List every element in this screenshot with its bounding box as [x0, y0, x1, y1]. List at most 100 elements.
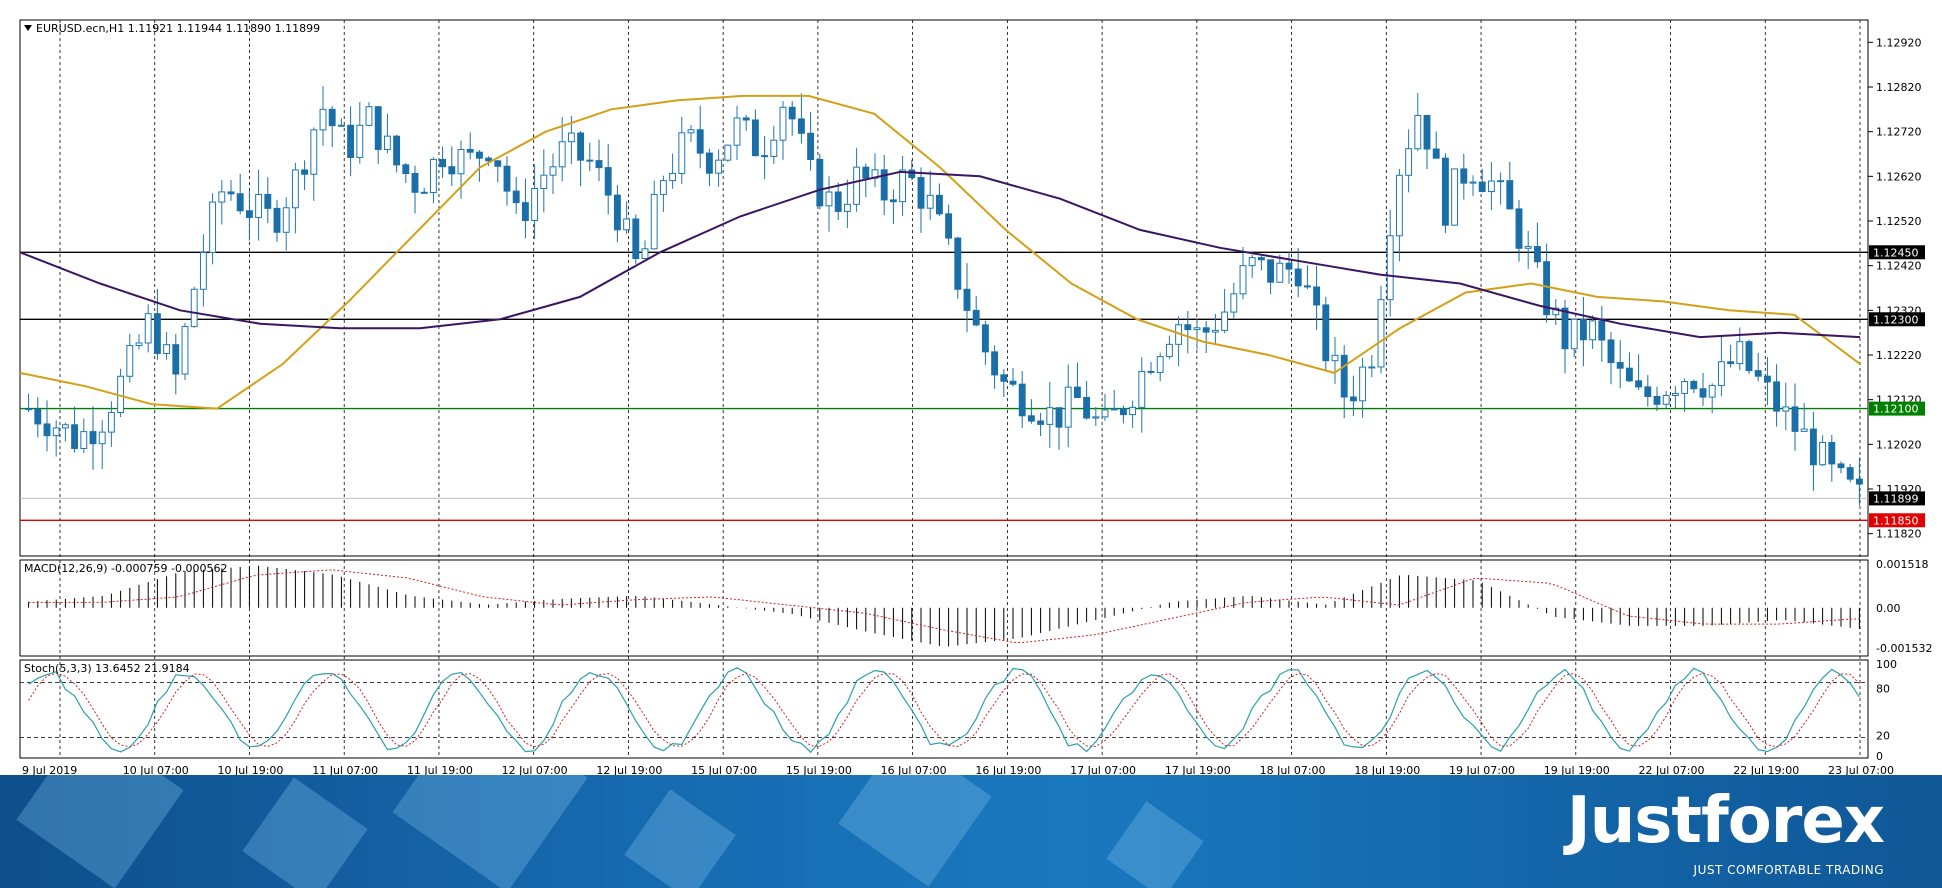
candle-body [1837, 463, 1845, 469]
level-label-box [1869, 245, 1925, 260]
candle-body [347, 124, 355, 158]
candle-body [604, 167, 612, 196]
macd-signal-line [28, 569, 1860, 644]
candle-body [1533, 246, 1541, 263]
candle-body [126, 345, 134, 377]
candle-body [1340, 354, 1348, 398]
candle-body [1717, 361, 1725, 386]
candle-body [779, 106, 787, 141]
candle-body [264, 193, 272, 209]
brand-logo[interactable]: Justforex [1566, 784, 1885, 858]
stoch-tick-label: 100 [1876, 658, 1897, 671]
candle-body [1690, 380, 1698, 390]
level-label: 1.12450 [1873, 246, 1919, 259]
candle-body [1460, 168, 1468, 184]
time-label: 16 Jul 19:00 [975, 764, 1041, 775]
candle-body [1451, 168, 1459, 226]
candle-body [1083, 396, 1091, 419]
candle-body [356, 124, 364, 158]
candle-body [669, 172, 677, 182]
candle-body [1046, 407, 1054, 425]
moving-average-line [19, 170, 1861, 339]
candle-body [1800, 428, 1808, 432]
time-label: 15 Jul 07:00 [691, 764, 757, 775]
candle-body [1708, 384, 1716, 398]
candle-body [889, 199, 897, 203]
candle-body [1745, 341, 1753, 372]
candle-body [540, 174, 548, 190]
candle-body [1855, 478, 1863, 485]
candle-body [25, 408, 33, 411]
level-label: 1.11850 [1873, 514, 1919, 527]
candle-body [1129, 406, 1137, 416]
trading-chart[interactable]: 1.12920 1.12820 1.12720 1.12620 1.12520 1.124… [0, 0, 1942, 775]
candle-body [1478, 181, 1486, 193]
candle-body [209, 201, 217, 254]
candle-body [1303, 285, 1311, 288]
candle-body [1497, 180, 1505, 183]
candle-body [1819, 441, 1827, 466]
candle-body [1653, 395, 1661, 405]
time-label: 17 Jul 19:00 [1165, 764, 1231, 775]
time-label: 19 Jul 19:00 [1544, 764, 1610, 775]
candle-body [972, 309, 980, 326]
candle-body [61, 424, 69, 429]
price-tick-label: 1.11820 [1876, 528, 1922, 541]
candle-body [80, 431, 88, 449]
candle-body [1257, 257, 1265, 261]
time-label: 23 Jul 07:00 [1828, 764, 1894, 775]
candle-body [1727, 361, 1735, 365]
candle-body [291, 169, 299, 209]
stoch-panel[interactable] [19, 659, 1869, 759]
candle-body [595, 160, 603, 169]
candle-body [236, 193, 244, 212]
candle-body [1165, 343, 1173, 358]
candle-body [558, 141, 566, 168]
brand-footer: Justforex JUST COMFORTABLE TRADING [0, 775, 1942, 888]
candle-body [770, 139, 778, 157]
candle-body [761, 155, 769, 158]
candle-body [788, 106, 796, 120]
main-price-panel[interactable] [19, 19, 1869, 557]
level-label: 1.12300 [1873, 313, 1919, 326]
candle-body [1101, 409, 1109, 418]
time-label: 18 Jul 07:00 [1260, 764, 1326, 775]
candle-body [1377, 299, 1385, 368]
candle-body [1625, 367, 1633, 382]
time-label: 10 Jul 19:00 [217, 764, 283, 775]
candle-body [163, 344, 171, 354]
candle-body [1635, 380, 1643, 388]
price-level-labels: 1.12450 1.12300 1.12100 1.11850 1.11899 [1869, 245, 1925, 528]
candle-body [613, 194, 621, 231]
candle-body [273, 207, 281, 233]
candle-body [503, 165, 511, 192]
macd-panel[interactable] [19, 559, 1869, 657]
candle-body [678, 132, 686, 174]
candle-body [1092, 416, 1100, 419]
candle-body [954, 237, 962, 290]
candle-body [1386, 235, 1394, 301]
symbol-dropdown-icon[interactable] [24, 25, 32, 31]
candle-body [567, 132, 575, 143]
candle-body [623, 218, 631, 231]
candle-body [843, 203, 851, 212]
candle-body [1239, 265, 1247, 295]
candle-body [834, 191, 842, 212]
candle-body [899, 169, 907, 203]
candle-body [1211, 329, 1219, 333]
candle-body [1809, 428, 1817, 466]
candle-body [1736, 341, 1744, 365]
candle-body [825, 191, 833, 207]
candle-body [963, 288, 971, 311]
candle-body [1662, 394, 1670, 405]
candle-body [862, 166, 870, 179]
macd-indicator: 0.001518 0.00 -0.001532 [28, 558, 1932, 655]
candle-body [98, 431, 106, 445]
candle-body [641, 248, 649, 260]
time-label: 9 Jul 2019 [22, 764, 77, 775]
candle-body [135, 342, 143, 347]
candle-body [52, 427, 60, 437]
candle-body [1359, 366, 1367, 402]
candle-body [1570, 318, 1578, 350]
candle-body [991, 351, 999, 376]
